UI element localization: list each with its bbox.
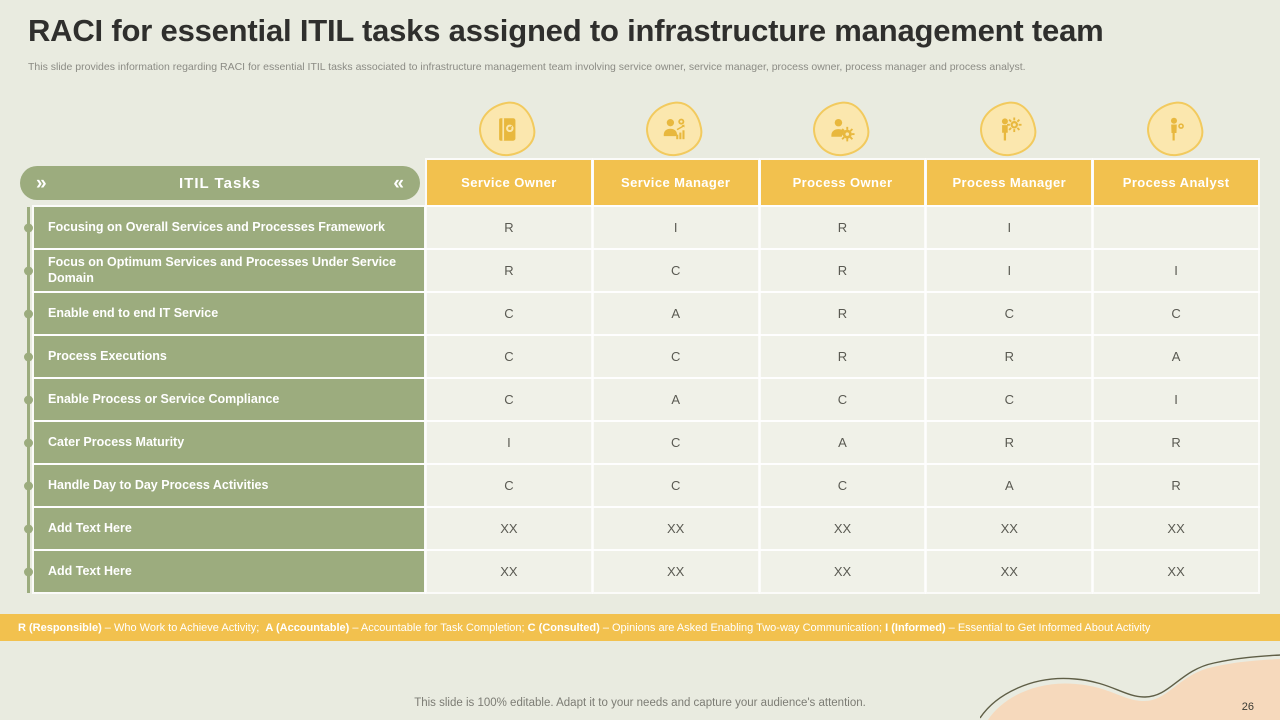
raci-cell-r4-c1: C bbox=[427, 336, 591, 377]
column-header-process-owner: Process Owner bbox=[760, 160, 925, 205]
legend-desc-3: – Opinions are Asked Enabling Two-way Co… bbox=[599, 621, 886, 634]
notebook-icon bbox=[476, 99, 539, 159]
raci-cell-r2-c3: R bbox=[760, 250, 925, 291]
raci-cell-r8-c5: XX bbox=[1094, 508, 1258, 549]
page-number: 26 bbox=[1241, 701, 1254, 713]
raci-cell-r5-c1: C bbox=[427, 379, 591, 420]
task-row-1-label: Focusing on Overall Services and Process… bbox=[34, 207, 424, 248]
raci-cell-r4-c5: A bbox=[1094, 336, 1258, 377]
slide-subtitle: This slide provides information regardin… bbox=[28, 61, 1026, 73]
legend-desc-4: – Essential to Get Informed About Activi… bbox=[945, 621, 1151, 634]
legend-label-4: I (Informed) bbox=[885, 621, 946, 634]
column-header-service-manager: Service Manager bbox=[593, 160, 758, 205]
column-header-service-owner: Service Owner bbox=[427, 160, 591, 205]
raci-cell-r7-c1: C bbox=[427, 465, 591, 506]
legend-desc-1: – Who Work to Achieve Activity; bbox=[101, 621, 266, 634]
itil-tasks-label: ITIL Tasks bbox=[179, 174, 261, 192]
raci-matrix-table: Service Owner Service Manager Process Owne… bbox=[34, 160, 1258, 592]
decorative-corner-blob bbox=[980, 654, 1280, 720]
task-row-6-label: Cater Process Maturity bbox=[34, 422, 424, 463]
legend-desc-2: – Accountable for Task Completion; bbox=[349, 621, 528, 634]
raci-cell-r6-c3: A bbox=[760, 422, 925, 463]
chevrons-left-icon: « bbox=[393, 172, 404, 194]
task-row-3-label: Enable end to end IT Service bbox=[34, 293, 424, 334]
raci-cell-r8-c1: XX bbox=[427, 508, 591, 549]
person-magnifier-icon bbox=[1143, 99, 1206, 159]
raci-cell-r1-c1: R bbox=[427, 207, 591, 248]
raci-cell-r2-c2: C bbox=[593, 250, 758, 291]
raci-cell-r6-c5: R bbox=[1094, 422, 1258, 463]
raci-cell-r2-c5: I bbox=[1094, 250, 1258, 291]
task-row-2-label: Focus on Optimum Services and Processes … bbox=[34, 250, 424, 291]
column-icons-row bbox=[424, 99, 1258, 159]
task-row-8-label: Add Text Here bbox=[34, 508, 424, 549]
raci-cell-r4-c4: R bbox=[927, 336, 1092, 377]
raci-cell-r3-c4: C bbox=[927, 293, 1092, 334]
raci-cell-r7-c4: A bbox=[927, 465, 1092, 506]
raci-cell-r6-c2: C bbox=[593, 422, 758, 463]
task-row-5-label: Enable Process or Service Compliance bbox=[34, 379, 424, 420]
raci-cell-r1-c5 bbox=[1094, 207, 1258, 248]
task-row-4-label: Process Executions bbox=[34, 336, 424, 377]
column-header-process-manager: Process Manager bbox=[927, 160, 1092, 205]
icon-cell-service-owner bbox=[424, 99, 591, 159]
person-coin-chart-icon bbox=[643, 99, 705, 159]
chevrons-right-icon: » bbox=[36, 172, 47, 194]
raci-cell-r6-c1: I bbox=[427, 422, 591, 463]
itil-tasks-header: » ITIL Tasks « bbox=[20, 166, 420, 200]
raci-cell-r7-c2: C bbox=[593, 465, 758, 506]
raci-cell-r5-c4: C bbox=[927, 379, 1092, 420]
raci-cell-r5-c5: I bbox=[1094, 379, 1258, 420]
icon-cell-service-manager bbox=[591, 99, 758, 159]
slide-title: RACI for essential ITIL tasks assigned t… bbox=[28, 13, 1104, 48]
raci-cell-r3-c2: A bbox=[593, 293, 758, 334]
icon-cell-process-owner bbox=[758, 99, 925, 159]
raci-cell-r8-c2: XX bbox=[593, 508, 758, 549]
raci-cell-r2-c1: R bbox=[427, 250, 591, 291]
raci-cell-r1-c4: I bbox=[927, 207, 1092, 248]
legend-label-3: C (Consulted) bbox=[527, 621, 600, 634]
raci-cell-r1-c3: R bbox=[760, 207, 925, 248]
raci-cell-r9-c5: XX bbox=[1094, 551, 1258, 592]
raci-cell-r3-c5: C bbox=[1094, 293, 1258, 334]
raci-cell-r9-c1: XX bbox=[427, 551, 591, 592]
legend-label-2: A (Accountable) bbox=[265, 621, 350, 634]
raci-cell-r5-c3: C bbox=[760, 379, 925, 420]
raci-cell-r3-c3: R bbox=[760, 293, 925, 334]
raci-cell-r1-c2: I bbox=[593, 207, 758, 248]
raci-legend-bar: R (Responsible) – Who Work to Achieve Ac… bbox=[0, 614, 1280, 641]
raci-cell-r7-c5: R bbox=[1094, 465, 1258, 506]
raci-cell-r9-c3: XX bbox=[760, 551, 925, 592]
raci-cell-r9-c4: XX bbox=[927, 551, 1092, 592]
raci-cell-r6-c4: R bbox=[927, 422, 1092, 463]
raci-cell-r8-c3: XX bbox=[760, 508, 925, 549]
person-gears-icon bbox=[977, 99, 1039, 159]
task-row-9-label: Add Text Here bbox=[34, 551, 424, 592]
legend-label-1: R (Responsible) bbox=[18, 621, 102, 634]
raci-cell-r8-c4: XX bbox=[927, 508, 1092, 549]
raci-cell-r4-c2: C bbox=[593, 336, 758, 377]
footer-note: This slide is 100% editable. Adapt it to… bbox=[414, 697, 866, 709]
person-gear-icon bbox=[810, 99, 872, 159]
raci-cell-r5-c2: A bbox=[593, 379, 758, 420]
raci-cell-r7-c3: C bbox=[760, 465, 925, 506]
raci-cell-r3-c1: C bbox=[427, 293, 591, 334]
icon-cell-process-manager bbox=[924, 99, 1091, 159]
column-header-process-analyst: Process Analyst bbox=[1094, 160, 1258, 205]
raci-cell-r9-c2: XX bbox=[593, 551, 758, 592]
task-row-7-label: Handle Day to Day Process Activities bbox=[34, 465, 424, 506]
raci-cell-r2-c4: I bbox=[927, 250, 1092, 291]
raci-cell-r4-c3: R bbox=[760, 336, 925, 377]
icon-cell-process-analyst bbox=[1091, 99, 1258, 159]
